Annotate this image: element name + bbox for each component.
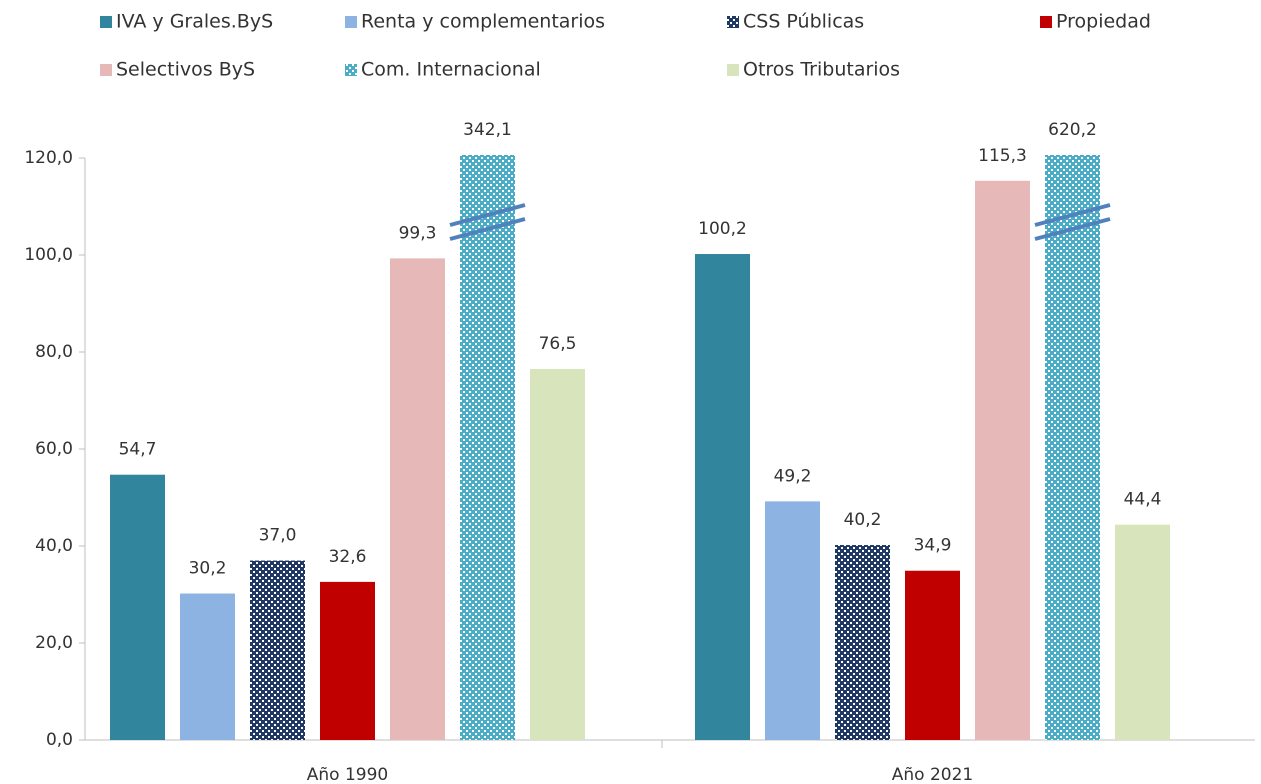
data-label: 49,2: [774, 466, 812, 486]
y-tick-label: 20,0: [35, 633, 73, 653]
data-label: 115,3: [978, 146, 1027, 166]
axis-break: [449, 203, 526, 227]
y-tick-label: 120,0: [24, 148, 73, 168]
y-tick-label: 60,0: [35, 439, 73, 459]
legend-swatch: [100, 64, 112, 76]
data-label: 40,2: [844, 510, 882, 530]
legend-label: Propiedad: [1056, 11, 1151, 33]
legend-swatch: [727, 16, 739, 28]
bar: [835, 545, 890, 740]
legend-label: CSS Públicas: [743, 11, 864, 33]
legend-label: Com. Internacional: [361, 59, 541, 81]
axis-break: [449, 217, 526, 241]
legend-swatch: [345, 64, 357, 76]
data-label: 37,0: [259, 526, 297, 546]
bar: [180, 593, 235, 740]
bar: [1045, 155, 1100, 740]
bar: [390, 258, 445, 740]
data-label: 99,3: [399, 223, 437, 243]
data-label: 32,6: [329, 547, 367, 567]
data-label: 44,4: [1124, 490, 1162, 510]
legend: IVA y Grales.ByS Renta y complementarios C…: [100, 11, 1151, 81]
data-label: 76,5: [539, 334, 577, 354]
y-tick-label: 80,0: [35, 342, 73, 362]
bar: [460, 155, 515, 740]
data-label: 34,9: [914, 536, 952, 556]
axis-break: [1034, 217, 1111, 241]
data-label: 30,2: [189, 559, 227, 579]
legend-label: IVA y Grales.ByS: [116, 11, 273, 33]
y-tick-label: 0,0: [46, 730, 73, 750]
bar: [1115, 524, 1170, 740]
legend-label: Selectivos ByS: [116, 59, 255, 81]
x-tick-label: Año 2021: [892, 765, 973, 784]
axis-break: [1034, 203, 1111, 227]
legend-swatch: [345, 16, 357, 28]
data-label: 342,1: [463, 120, 512, 140]
bar: [695, 254, 750, 740]
data-label: 620,2: [1048, 120, 1097, 140]
bar: [765, 501, 820, 740]
bar: [975, 180, 1030, 741]
legend-swatch: [1040, 16, 1052, 28]
legend-swatch: [727, 64, 739, 76]
bar: [530, 368, 585, 740]
x-tick-label: Año 1990: [307, 765, 388, 784]
bar: [905, 570, 960, 740]
data-label: 54,7: [119, 440, 157, 460]
bar: [110, 474, 165, 740]
legend-label: Renta y complementarios: [361, 11, 605, 33]
y-tick-label: 100,0: [24, 245, 73, 265]
bar: [320, 581, 375, 740]
data-label: 100,2: [698, 219, 747, 239]
legend-label: Otros Tributarios: [743, 59, 900, 81]
legend-swatch: [100, 16, 112, 28]
bar: [250, 560, 305, 740]
y-tick-label: 40,0: [35, 536, 73, 556]
